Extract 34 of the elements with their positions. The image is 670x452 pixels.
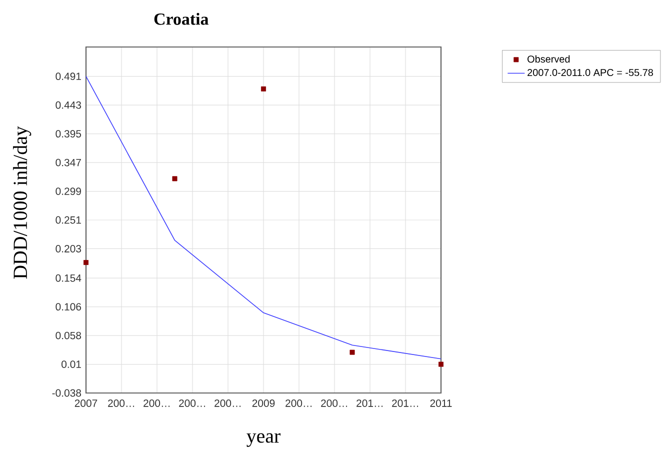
y-tick-label: -0.038 — [52, 389, 82, 397]
point — [438, 362, 444, 367]
y-tick-label: 0.443 — [56, 101, 82, 109]
x-tick-label: 201… — [392, 400, 418, 407]
y-tick-label: 0.299 — [56, 188, 81, 195]
y-tick-label: 0.395 — [56, 130, 82, 138]
x-tick-label: 201… — [356, 400, 383, 407]
x-axis-title: year — [246, 433, 280, 447]
point — [261, 86, 266, 92]
x-tick-label: 200… — [108, 400, 134, 407]
x-tick-label: 200… — [214, 400, 241, 407]
y-tick-label: 0.203 — [56, 245, 82, 252]
y-tick-label: 0.058 — [56, 332, 82, 340]
line-series — [86, 76, 442, 360]
x-tick-label: 200… — [144, 400, 170, 407]
x-tick-label: 2011 — [430, 400, 452, 407]
point — [172, 176, 178, 182]
y-tick-label: 0.106 — [56, 303, 82, 311]
x-tick-label: 2009 — [252, 400, 275, 407]
x-tick-label: 200… — [179, 400, 206, 407]
y-tick-label: 0.154 — [56, 274, 82, 282]
x-tick-label: 2007 — [74, 400, 98, 407]
point — [84, 260, 88, 265]
x-tick-label: 200… — [321, 400, 348, 407]
y-axis-title: DDD/1000 inh/day — [13, 126, 32, 279]
chart-title: Croatia — [154, 12, 208, 25]
x-tick-label: 200… — [286, 400, 312, 407]
y-tick-label: 0.347 — [56, 158, 81, 166]
legend-label: 2007.0-2011.0 APC = -55.78 — [528, 69, 653, 76]
point — [350, 350, 355, 355]
legend-label: Observed — [528, 55, 570, 63]
y-tick-label: 0.251 — [56, 216, 81, 224]
y-tick-label: 0.01 — [62, 360, 81, 368]
y-tick-label: 0.491 — [56, 72, 81, 80]
